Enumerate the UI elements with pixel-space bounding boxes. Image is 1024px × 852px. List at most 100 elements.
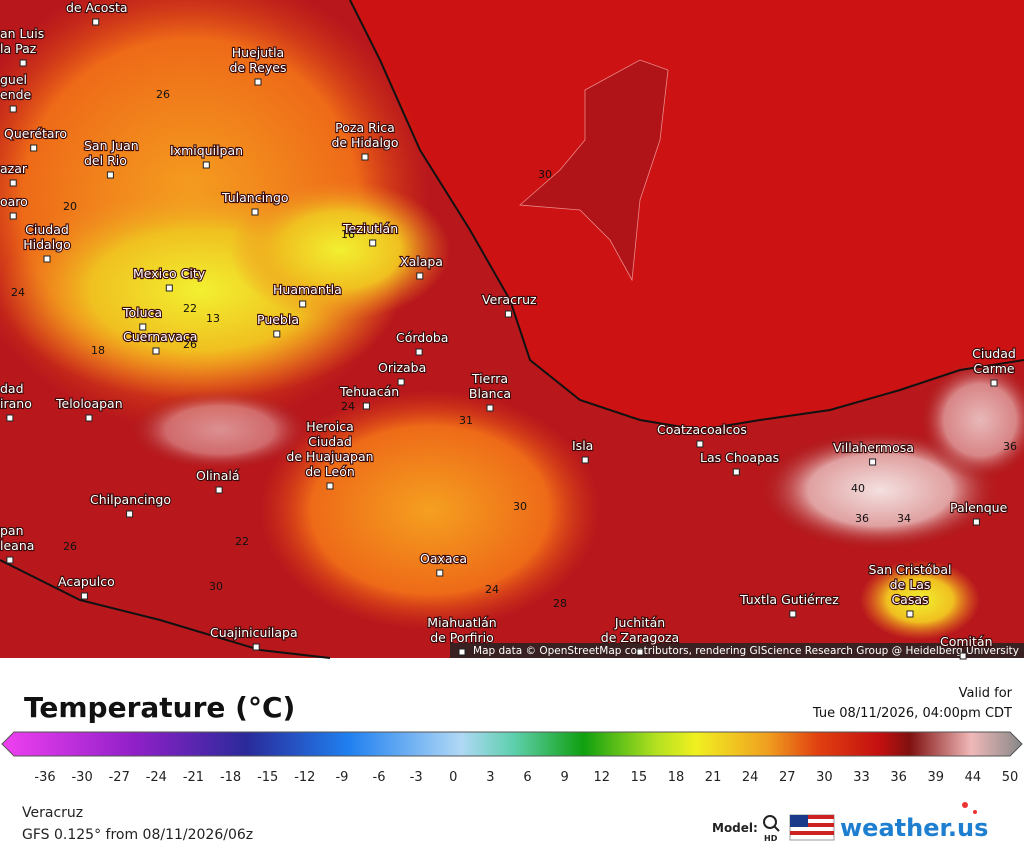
scale-tick-label: -27: [109, 770, 130, 785]
footer: Veracruz GFS 0.125° from 08/11/2026/06z …: [22, 802, 988, 843]
contour-label: 26: [183, 338, 197, 351]
contour-label: 36: [855, 512, 869, 525]
scale-tick-label: 39: [927, 770, 944, 785]
city-label: de Acosta: [66, 0, 128, 15]
map: Map data © OpenStreetMap contributors, r…: [0, 0, 1024, 660]
city-marker: [361, 153, 369, 161]
scale-tick-label: -15: [257, 770, 278, 785]
scale-tick-label: 30: [816, 770, 833, 785]
us-flag: [789, 814, 835, 841]
city-label: Isla: [572, 438, 593, 453]
city-label: San Juan: [84, 138, 139, 153]
scale-tick-label: -6: [373, 770, 386, 785]
city-label: Orizaba: [378, 360, 426, 375]
city-label: de Las: [890, 577, 931, 592]
city-label: de Huajuapan: [286, 449, 373, 464]
contour-label: 24: [341, 400, 355, 413]
scale-tick-label: 0: [449, 770, 457, 785]
scale-tick-label: 24: [742, 770, 759, 785]
contour-label: 30: [538, 168, 552, 181]
city-label: an Luis: [0, 26, 44, 41]
scale-tick-label: -36: [34, 770, 55, 785]
city-marker: [581, 456, 589, 464]
city-label: Tehuacán: [339, 384, 399, 399]
flag-stripe: [790, 831, 834, 835]
contour-label: 36: [1003, 440, 1017, 453]
city-label: Coatzacoalcos: [657, 422, 747, 437]
city-marker: [789, 610, 797, 618]
city-label: Ixmiquilpan: [170, 143, 243, 158]
city-label: Tuxtla Gutiérrez: [739, 592, 839, 607]
city-marker: [92, 18, 100, 26]
city-marker: [486, 404, 494, 412]
city-label: dad: [0, 381, 24, 396]
flag: [789, 814, 835, 841]
contour-label: 30: [209, 580, 223, 593]
city-label: Palenque: [950, 500, 1008, 515]
city-marker: [416, 272, 424, 280]
city-label: Las Choapas: [700, 450, 779, 465]
city-label: de Porfirio: [430, 630, 494, 645]
city-label: Córdoba: [396, 330, 448, 345]
flag-stripe: [790, 815, 834, 819]
city-label: Huamantla: [273, 282, 342, 297]
scale-tick-label: 15: [631, 770, 648, 785]
city-marker: [165, 284, 173, 292]
city-label: Casas: [891, 592, 928, 607]
city-label: Chilpancingo: [90, 492, 171, 507]
city-marker: [972, 518, 980, 526]
city-marker: [504, 310, 512, 318]
contour-label: 20: [63, 200, 77, 213]
city-label: del Rio: [84, 153, 127, 168]
contour-label: 13: [206, 312, 220, 325]
scale-tick-label: 9: [560, 770, 568, 785]
contour-label: 18: [91, 344, 105, 357]
color-scale: [1, 731, 1023, 757]
city-marker: [139, 323, 147, 331]
city-label: Mexico City: [133, 266, 206, 281]
city-marker: [251, 208, 259, 216]
city-label: Xalapa: [400, 254, 443, 269]
city-marker: [215, 486, 223, 494]
city-label: Teziutlán: [342, 221, 398, 236]
city-marker: [636, 648, 644, 656]
city-label: leana: [0, 538, 34, 553]
city-label: Miahuatlán: [427, 615, 496, 630]
city-marker: [9, 105, 17, 113]
city-label: Ciudad: [972, 346, 1016, 361]
city-marker: [397, 378, 405, 386]
city-marker: [9, 212, 17, 220]
contour-label: 26: [63, 540, 77, 553]
city-marker: [85, 414, 93, 422]
city-label: oaro: [0, 194, 28, 209]
city-marker: [990, 379, 998, 387]
contour-label: 24: [11, 286, 25, 299]
contour-label: 16: [341, 228, 355, 241]
city-label: Hidalgo: [23, 237, 71, 252]
city-label: Cuajinicuilapa: [210, 625, 298, 640]
city-marker: [362, 402, 370, 410]
scale-tick-label: 36: [890, 770, 907, 785]
city-label: Villahermosa: [833, 440, 914, 455]
valid-label: Valid for: [959, 686, 1013, 701]
city-label: pan: [0, 523, 24, 538]
city-label: Tierra: [471, 371, 508, 386]
city-marker: [202, 161, 210, 169]
hd-label: HD: [764, 834, 778, 843]
city-label: Acapulco: [58, 574, 115, 589]
city-label: ende: [0, 87, 32, 102]
scale-tick-label: -30: [71, 770, 92, 785]
contour-labels: 26 20 16 24 22 13 18 26 30 24 31 30 22 26 30 24 28 36 36 34…: [11, 88, 1017, 610]
city-label: azar: [0, 161, 28, 176]
city-label: Blanca: [469, 386, 511, 401]
city-label: guel: [0, 72, 27, 87]
city-marker: [152, 347, 160, 355]
scale-tick-label: 3: [486, 770, 494, 785]
city-label: la Paz: [0, 41, 37, 56]
city-label: Carme: [973, 361, 1014, 376]
city-marker: [80, 592, 88, 600]
city-label: Huejutla: [232, 45, 284, 60]
city-label: de Hidalgo: [331, 135, 398, 150]
scale-tick-label: 6: [523, 770, 531, 785]
